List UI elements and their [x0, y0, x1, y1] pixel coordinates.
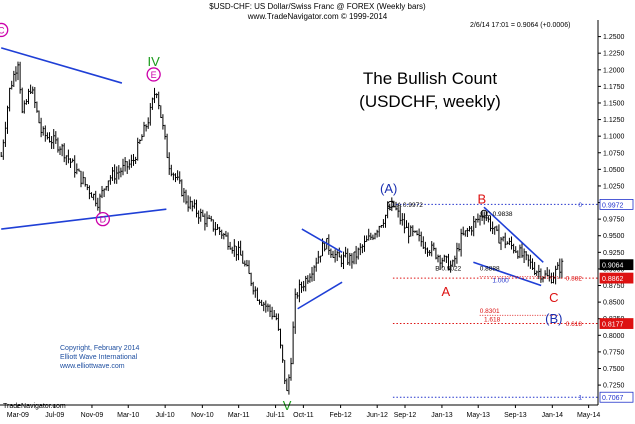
x-tick-label: May-13 — [467, 412, 490, 419]
x-tick-label: Nov-09 — [81, 412, 104, 419]
copyright-block: Copyright, February 2014 Elliott Wave In… — [60, 344, 139, 371]
fib-label: 0.618 — [566, 321, 583, 328]
pivot-marker — [480, 209, 488, 217]
count-title: The Bullish Count — [362, 69, 498, 88]
x-tick-label: May-14 — [577, 412, 600, 419]
x-tick-label: Sep-12 — [394, 412, 417, 419]
wave-label: D — [100, 215, 107, 225]
wave-circle — [0, 22, 9, 38]
x-tick-label: Mar-09 — [7, 412, 29, 419]
projection-label: 1.000 — [492, 278, 509, 285]
price-point-label: C 0.9838 — [486, 211, 513, 218]
price-point-label: 0.8888 — [480, 266, 500, 273]
y-tick-label: 1.2500 — [603, 34, 625, 41]
y-tick-label: 0.8750 — [603, 283, 625, 290]
fib-label: 1 — [578, 395, 582, 402]
x-tick-label: Sep-13 — [504, 412, 527, 419]
copyright-line: Copyright, February 2014 — [60, 345, 140, 352]
wave-label: (B) — [545, 311, 562, 326]
y-tick-label: 1.0500 — [603, 167, 625, 174]
price-box-label: 0.7067 — [602, 395, 624, 402]
count-subtitle: (USDCHF, weekly) — [359, 92, 501, 111]
wave-label: IV — [148, 54, 161, 69]
trendline — [483, 206, 544, 263]
y-tick-label: 0.8000 — [603, 333, 625, 340]
wave-label: (A) — [380, 181, 397, 196]
price-box — [599, 259, 634, 271]
y-tick-label: 1.1250 — [603, 117, 625, 124]
y-tick-label: 0.9750 — [603, 217, 625, 224]
price-box-label: 0.8177 — [602, 322, 624, 329]
y-tick-label: 1.1750 — [603, 84, 625, 91]
x-tick-label: Jan-14 — [542, 412, 564, 419]
y-tick-label: 1.2250 — [603, 51, 625, 58]
price-point-label: A 0.9972 — [397, 202, 423, 209]
wave-label: C — [549, 290, 558, 305]
price-bars — [0, 61, 564, 395]
y-tick-label: 1.1000 — [603, 134, 625, 141]
price-box-label: 0.8862 — [602, 276, 624, 283]
trendline — [473, 261, 542, 287]
wave-circle — [146, 67, 161, 82]
x-tick-label: Jan-13 — [431, 412, 453, 419]
x-tick-label: Mar-11 — [228, 412, 250, 419]
y-tick-label: 1.0750 — [603, 150, 625, 157]
wave-label: C — [0, 25, 5, 35]
y-tick-label: 0.7500 — [603, 366, 625, 373]
y-tick-label: 0.7750 — [603, 349, 625, 356]
last-price-stamp: 2/6/14 17:01 = 0.9064 (+0.0006) — [470, 22, 571, 29]
trendline — [297, 281, 343, 310]
x-tick-label: Jul-10 — [156, 412, 175, 419]
y-tick-label: 0.8500 — [603, 300, 625, 307]
price-box-label: 0.9972 — [602, 202, 624, 209]
fib-label: 0.382 — [566, 276, 583, 283]
wave-circle — [95, 211, 110, 227]
x-tick-label: Jul-09 — [45, 412, 64, 419]
trendlines — [0, 47, 544, 310]
x-tick-label: Nov-10 — [191, 412, 214, 419]
x-tick-label: Oct-11 — [293, 412, 314, 419]
copyright-company: Elliott Wave International — [60, 354, 138, 361]
y-tick-label: 0.9500 — [603, 233, 625, 240]
y-tick-label: 0.9250 — [603, 250, 625, 257]
wave-label: A — [442, 284, 451, 299]
pivot-marker — [387, 200, 395, 208]
y-tick-label: 1.2000 — [603, 67, 625, 74]
x-tick-label: Mar-10 — [117, 412, 139, 419]
chart-title: $USD-CHF: US Dollar/Swiss Franc @ FOREX … — [209, 2, 426, 11]
x-tick-label: Jul-11 — [266, 412, 285, 419]
x-tick-label: Feb-12 — [329, 412, 351, 419]
projection-label: 1.618 — [484, 316, 501, 323]
price-box — [599, 199, 634, 210]
projection-label: 0.8301 — [480, 308, 500, 315]
x-tick-label: Jun-12 — [366, 412, 388, 419]
y-tick-label: 1.0250 — [603, 183, 625, 190]
chart-subtitle: www.TradeNavigator.com © 1999-2014 — [247, 12, 388, 21]
copyright-url[interactable]: www.elliottwave.com — [60, 363, 125, 370]
wave-label: E — [151, 70, 157, 80]
y-tick-label: 0.7250 — [603, 383, 625, 390]
y-tick-label: 1.1500 — [603, 100, 625, 107]
price-box — [599, 391, 634, 403]
price-point-label: B 0.9022 — [435, 265, 461, 272]
price-box — [599, 318, 634, 329]
trendline — [301, 228, 343, 254]
wave-label: B — [478, 192, 487, 207]
trendline — [1, 208, 167, 230]
trendline — [0, 47, 123, 84]
price-box-label: 0.9064 — [602, 263, 624, 270]
axes: 1.2500 1.2250 1.2000 1.1750 1.1500 1.1250 1.10… — [0, 20, 634, 419]
fib-label: 0 — [578, 202, 582, 209]
price-box — [599, 272, 634, 284]
footer-brand: TradeNavigator.com — [3, 403, 66, 410]
